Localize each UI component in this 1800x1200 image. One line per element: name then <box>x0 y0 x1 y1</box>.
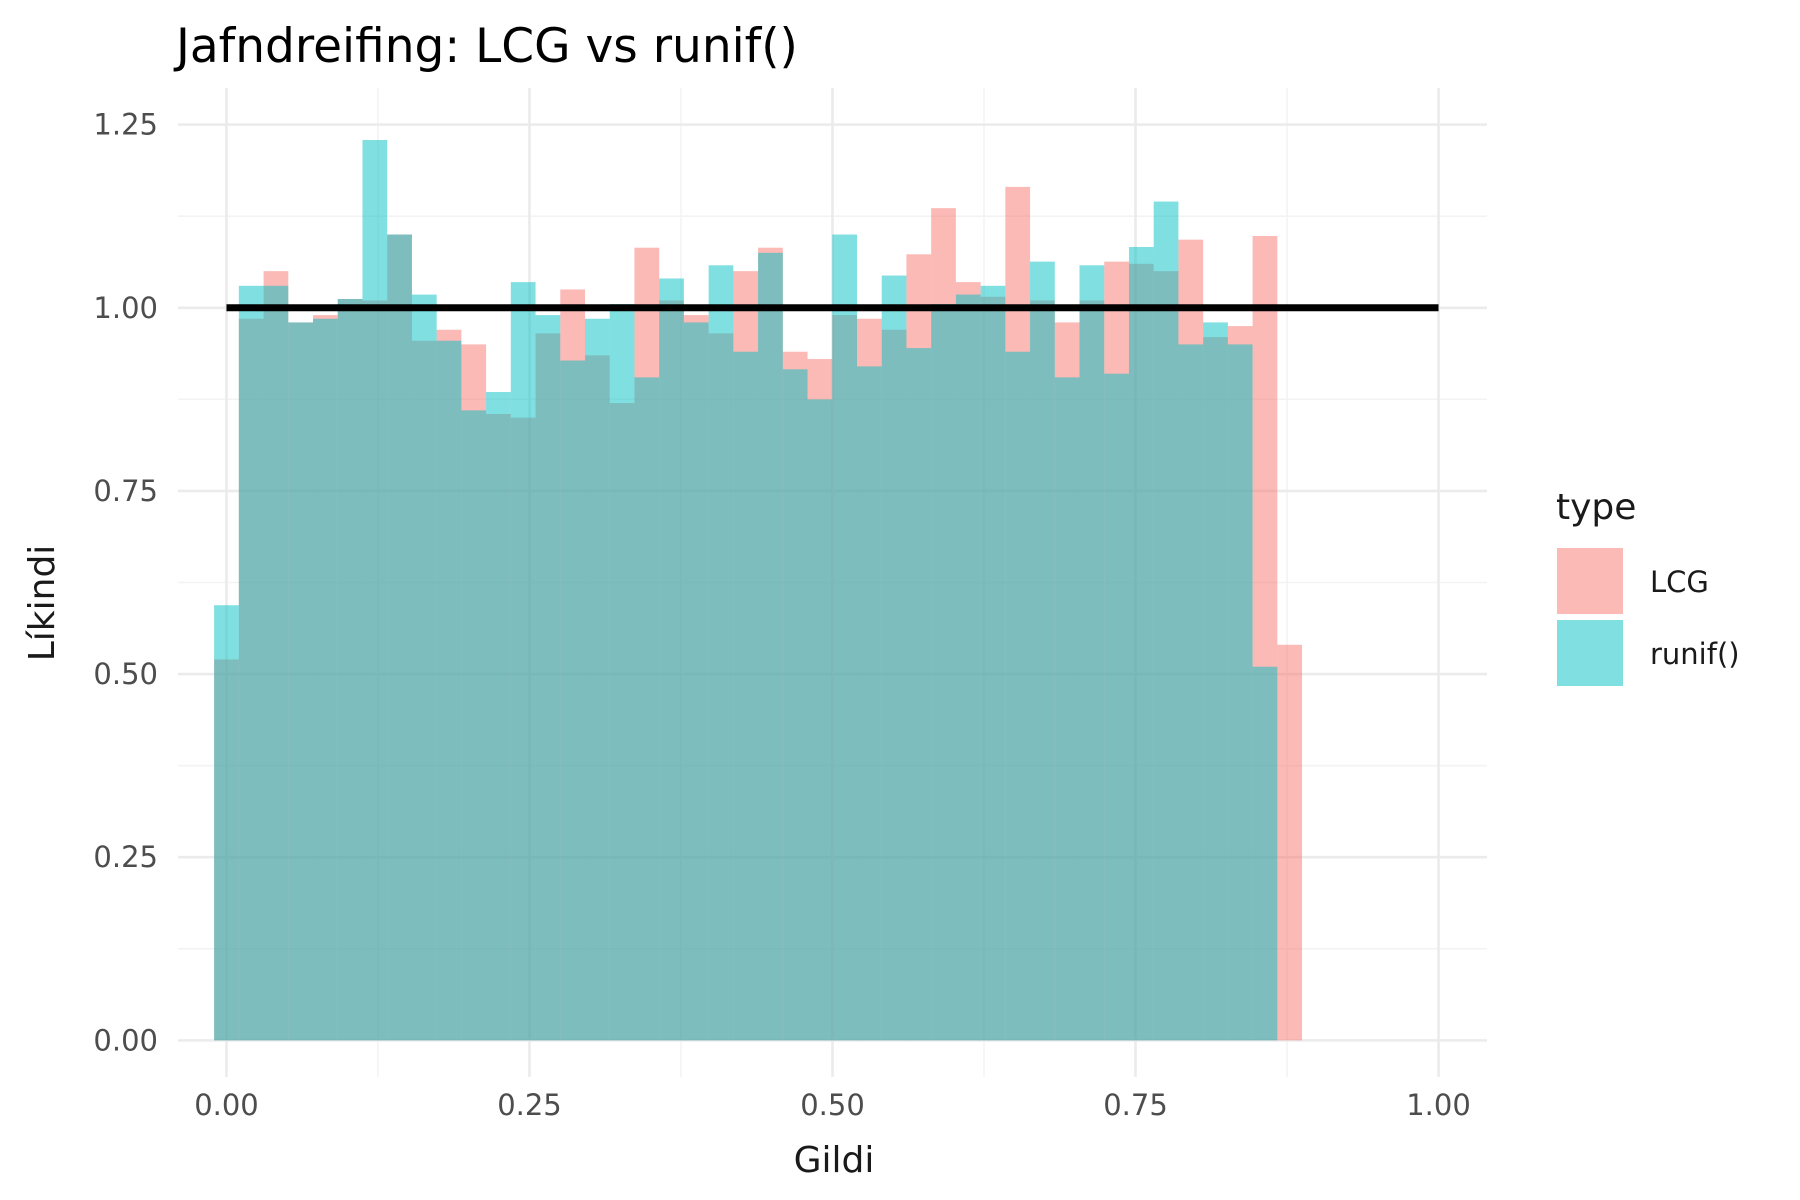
runif-bar <box>313 319 338 1041</box>
runif-bar <box>882 276 907 1041</box>
runif-bar <box>362 140 387 1040</box>
x-tick-label: 0.75 <box>1103 1088 1168 1122</box>
runif-bar <box>560 361 585 1041</box>
y-tick-label: 1.25 <box>93 108 158 142</box>
runif-bar <box>1080 265 1105 1040</box>
x-tick-label: 0.50 <box>800 1088 865 1122</box>
runif-bar <box>709 265 734 1040</box>
runif-bar <box>684 322 709 1040</box>
runif-bar <box>288 322 313 1040</box>
y-tick-label: 0.00 <box>93 1023 158 1057</box>
runif-bar <box>832 235 857 1041</box>
runif-bar <box>981 286 1006 1041</box>
runif-bar <box>758 253 783 1041</box>
legend-swatch-lcg <box>1557 548 1623 614</box>
runif-bar <box>1228 344 1253 1040</box>
runif-bar <box>338 299 363 1040</box>
runif-bar <box>1005 352 1030 1041</box>
runif-bar <box>634 377 659 1040</box>
x-tick-label: 1.00 <box>1406 1088 1471 1122</box>
x-axis-title: Gildi <box>794 1140 875 1181</box>
runif-bar <box>1253 667 1278 1041</box>
runif-bar <box>486 392 511 1040</box>
runif-bar <box>461 410 486 1040</box>
runif-bar <box>808 399 833 1040</box>
runif-bar <box>1154 202 1179 1041</box>
runif-bar <box>1030 262 1055 1041</box>
runif-bar <box>906 348 931 1040</box>
y-tick-label: 0.50 <box>93 657 158 691</box>
runif-bar <box>1055 377 1080 1040</box>
runif-bar <box>511 282 536 1040</box>
y-tick-label: 0.75 <box>93 474 158 508</box>
runif-bar <box>659 278 684 1040</box>
runif-bar <box>931 304 956 1040</box>
legend-label-lcg: LCG <box>1650 565 1709 599</box>
legend-swatch-runif <box>1557 620 1623 686</box>
runif-bar <box>956 295 981 1041</box>
runif-bar <box>412 295 437 1041</box>
runif-bar <box>585 319 610 1041</box>
runif-bar <box>1129 247 1154 1040</box>
runif-bar <box>857 366 882 1040</box>
x-tick-label: 0.00 <box>194 1088 259 1122</box>
legend-title: type <box>1556 487 1636 528</box>
y-tick-label: 1.00 <box>93 291 158 325</box>
y-axis-title: Líkindi <box>22 545 63 662</box>
legend: type LCG runif() <box>1556 487 1740 686</box>
x-tick-label: 0.25 <box>497 1088 562 1122</box>
runif-bar <box>264 286 289 1041</box>
runif-bar <box>610 304 635 1040</box>
y-tick-label: 0.25 <box>93 840 158 874</box>
runif-bar <box>1203 322 1228 1040</box>
runif-bar <box>733 352 758 1041</box>
runif-bar <box>387 235 412 1041</box>
runif-bar <box>536 315 561 1040</box>
runif-bar <box>214 605 239 1040</box>
runif-bar <box>239 286 264 1041</box>
runif-bar <box>437 341 462 1041</box>
runif-bar <box>783 369 808 1040</box>
legend-label-runif: runif() <box>1650 637 1740 671</box>
chart-title: Jafndreifing: LCG vs runif() <box>173 19 798 74</box>
runif-bar <box>1104 374 1129 1041</box>
runif-bar <box>1178 344 1203 1040</box>
lcg-bar <box>1277 645 1302 1041</box>
y-tick-labels: 0.00 0.25 0.50 0.75 1.00 1.25 <box>93 108 158 1058</box>
x-tick-labels: 0.00 0.25 0.50 0.75 1.00 <box>194 1088 1471 1122</box>
